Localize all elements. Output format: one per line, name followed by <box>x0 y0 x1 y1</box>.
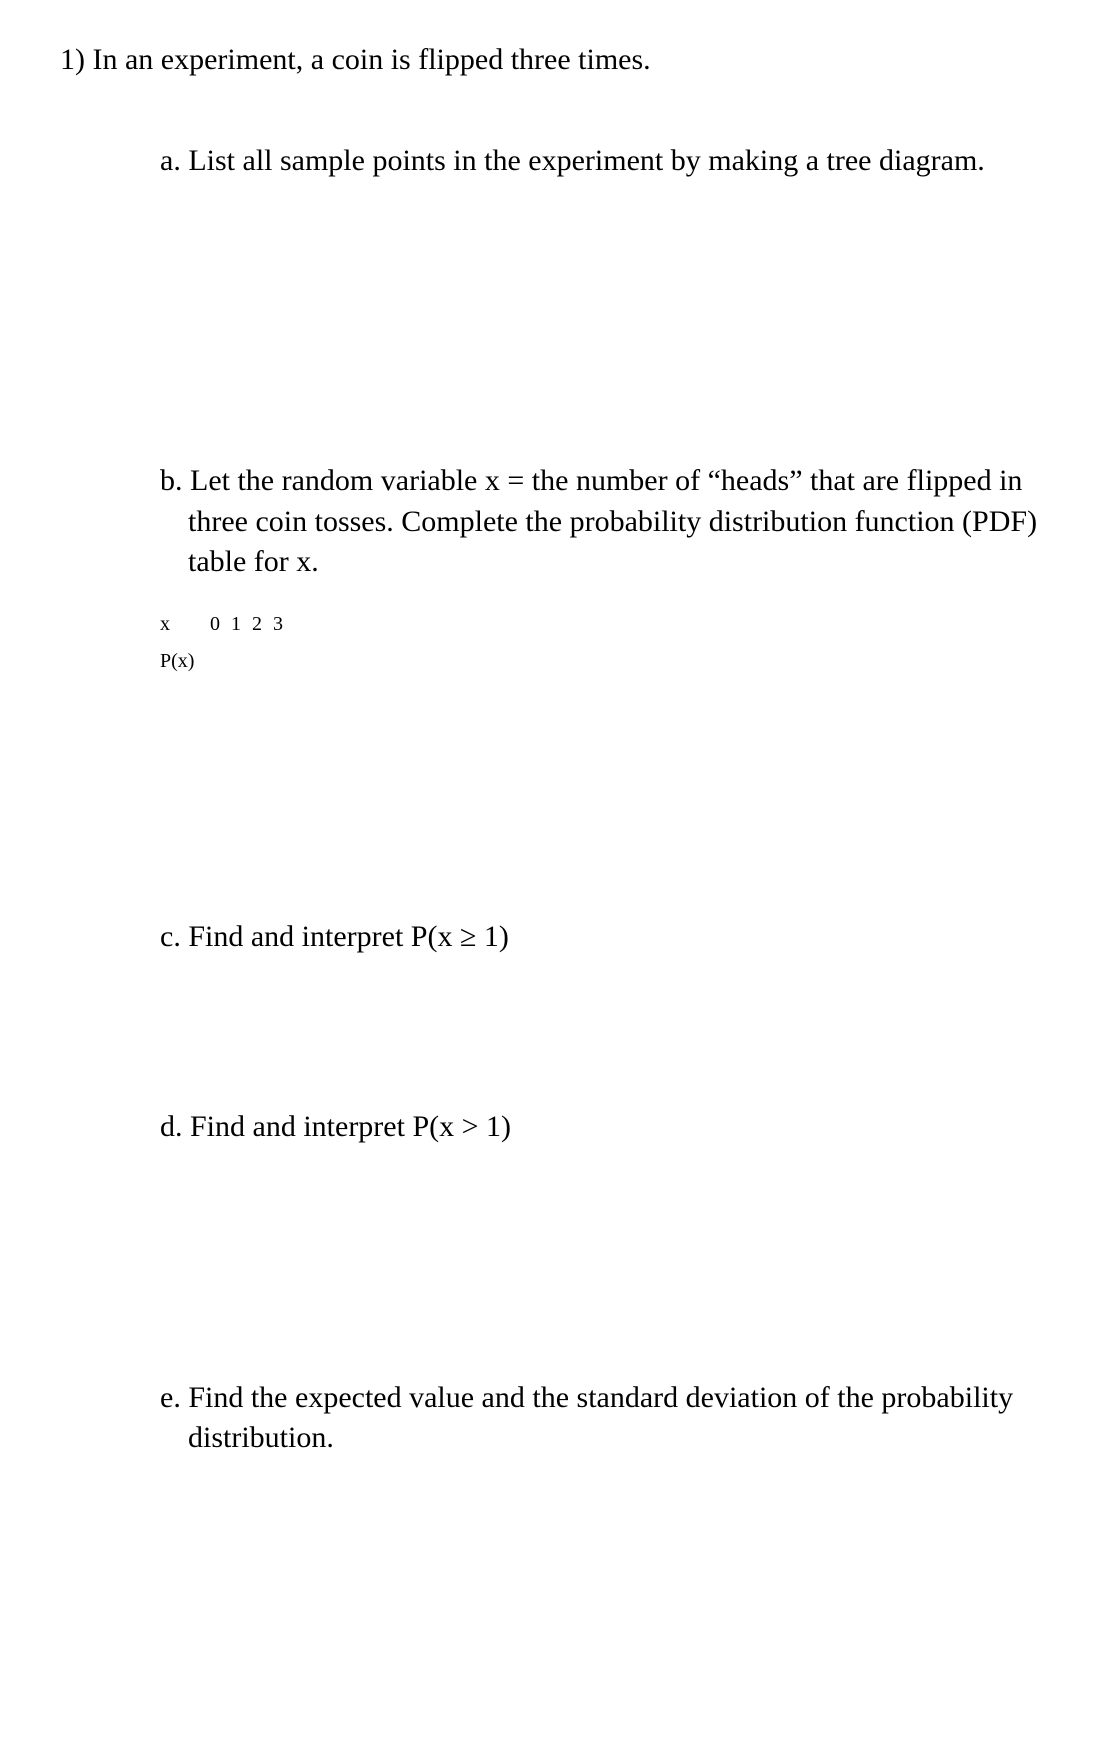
part-c-label: c. <box>160 920 181 953</box>
part-a: a. List all sample points in the experim… <box>160 141 1051 182</box>
question-text: In an experiment, a coin is flipped thre… <box>93 43 651 76</box>
workspace-b <box>160 687 1051 917</box>
sub-parts-list: a. List all sample points in the experim… <box>160 141 1051 1459</box>
pdf-table: x 0 1 2 3 P(x) <box>160 613 1051 673</box>
part-b-text: Let the random variable x = the number o… <box>188 464 1037 578</box>
question-stem: 1) In an experiment, a coin is flipped t… <box>60 40 1051 81</box>
part-b: b. Let the random variable x = the numbe… <box>160 461 1051 583</box>
part-d: d. Find and interpret P(x > 1) <box>160 1107 1051 1148</box>
page-container: 1) In an experiment, a coin is flipped t… <box>0 0 1111 1519</box>
part-c: c. Find and interpret P(x ≥ 1) <box>160 917 1051 958</box>
pdf-x-values: 0 1 2 3 <box>210 613 286 636</box>
pdf-row-px: P(x) <box>160 650 1051 673</box>
part-e-text: Find the expected value and the standard… <box>188 1381 1013 1455</box>
part-d-label: d. <box>160 1110 183 1143</box>
pdf-x-label: x <box>160 613 210 636</box>
workspace-c <box>160 957 1051 1107</box>
question-number: 1) <box>60 43 85 76</box>
part-c-text: Find and interpret P(x ≥ 1) <box>188 920 509 953</box>
pdf-px-label: P(x) <box>160 650 210 673</box>
workspace-a <box>160 181 1051 461</box>
part-e-label: e. <box>160 1381 181 1414</box>
workspace-d <box>160 1148 1051 1378</box>
part-d-text: Find and interpret P(x > 1) <box>190 1110 511 1143</box>
part-a-label: a. <box>160 144 181 177</box>
part-e: e. Find the expected value and the stand… <box>160 1378 1051 1459</box>
pdf-row-x: x 0 1 2 3 <box>160 613 1051 636</box>
part-b-label: b. <box>160 464 183 497</box>
part-a-text: List all sample points in the experiment… <box>188 144 984 177</box>
